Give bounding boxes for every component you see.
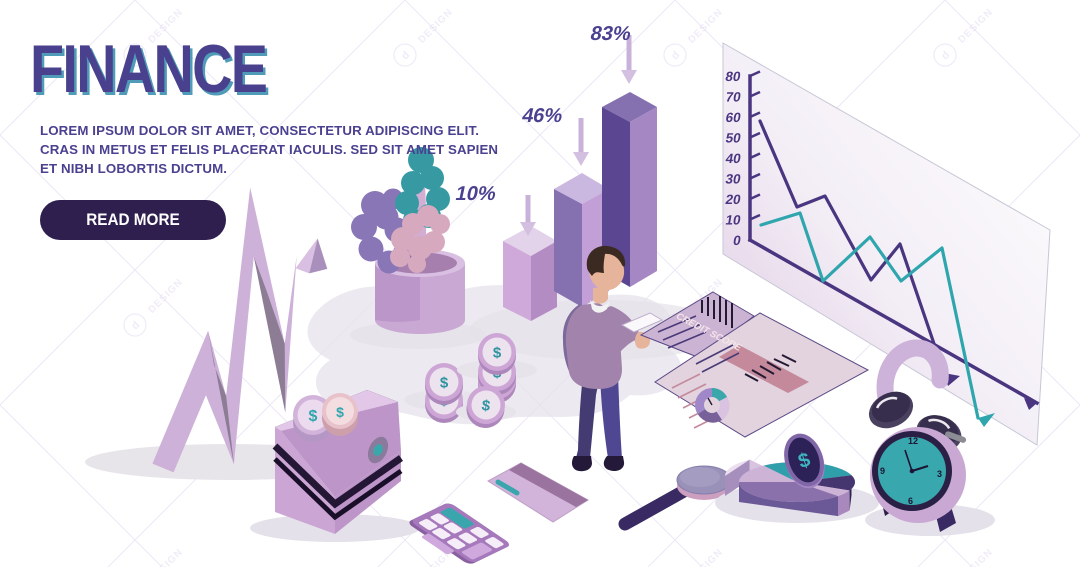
svg-text:3: 3 [937, 469, 942, 479]
svg-text:10: 10 [724, 213, 742, 228]
svg-text:9: 9 [880, 466, 885, 476]
svg-text:60: 60 [724, 110, 742, 125]
svg-text:40: 40 [724, 151, 742, 166]
svg-text:83%: 83% [588, 23, 633, 45]
svg-text:10%: 10% [453, 183, 498, 205]
svg-text:80: 80 [724, 69, 742, 84]
svg-text:12: 12 [908, 436, 918, 446]
svg-text:$: $ [336, 404, 344, 420]
svg-text:50: 50 [724, 131, 742, 146]
svg-text:6: 6 [908, 496, 913, 506]
svg-text:20: 20 [724, 192, 742, 207]
svg-text:46%: 46% [520, 105, 565, 127]
svg-text:30: 30 [724, 172, 742, 187]
svg-text:70: 70 [724, 90, 742, 105]
svg-text:$: $ [309, 408, 318, 425]
